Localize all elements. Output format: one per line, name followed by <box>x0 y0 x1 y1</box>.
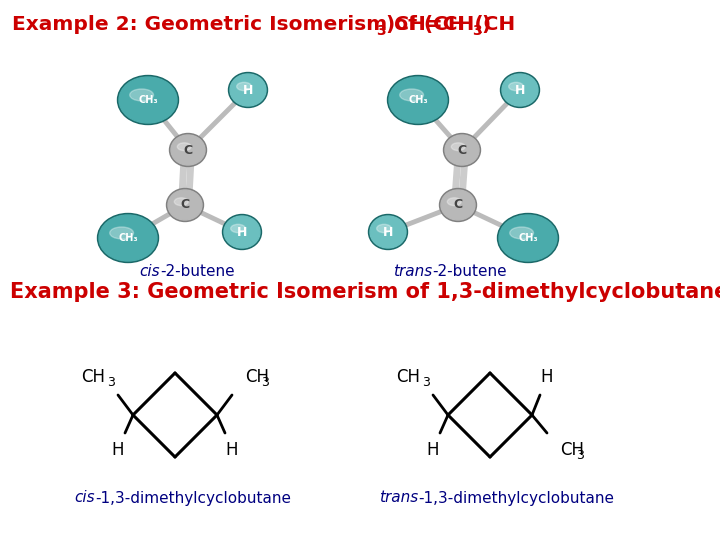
Text: CH₃: CH₃ <box>518 233 538 243</box>
Text: CH₃: CH₃ <box>118 233 138 243</box>
Text: CH₃: CH₃ <box>138 95 158 105</box>
Ellipse shape <box>97 213 158 262</box>
Text: H: H <box>237 226 247 239</box>
Ellipse shape <box>387 76 449 125</box>
Ellipse shape <box>99 215 157 261</box>
Text: trans: trans <box>392 264 432 279</box>
Ellipse shape <box>119 77 177 123</box>
Ellipse shape <box>109 227 133 239</box>
Ellipse shape <box>510 227 534 239</box>
Text: )CH=CH(CH: )CH=CH(CH <box>385 15 516 34</box>
Ellipse shape <box>444 133 480 166</box>
Ellipse shape <box>230 74 266 106</box>
Ellipse shape <box>439 188 477 221</box>
Ellipse shape <box>370 216 406 248</box>
Text: trans: trans <box>379 490 418 505</box>
Text: C: C <box>184 144 192 157</box>
Text: 3: 3 <box>376 24 386 38</box>
Ellipse shape <box>441 190 475 220</box>
Ellipse shape <box>174 198 188 206</box>
Text: -1,3-dimethylcyclobutane: -1,3-dimethylcyclobutane <box>418 490 614 505</box>
Text: H: H <box>515 84 525 97</box>
Text: H: H <box>243 84 253 97</box>
Ellipse shape <box>499 215 557 261</box>
Text: H: H <box>541 368 553 386</box>
Text: cis: cis <box>140 264 160 279</box>
Ellipse shape <box>168 190 202 220</box>
Text: cis: cis <box>74 490 95 505</box>
Ellipse shape <box>502 74 538 106</box>
Text: C: C <box>454 199 462 212</box>
Text: CH: CH <box>560 441 584 459</box>
Text: -2-butene: -2-butene <box>160 264 235 279</box>
Ellipse shape <box>222 214 261 249</box>
Text: Example 2: Geometric Isomerism of (CH: Example 2: Geometric Isomerism of (CH <box>12 15 464 34</box>
Ellipse shape <box>500 72 539 107</box>
Text: Example 3: Geometric Isomerism of 1,3-dimethylcyclobutane: Example 3: Geometric Isomerism of 1,3-di… <box>10 282 720 302</box>
Text: CH: CH <box>245 368 269 386</box>
Text: 3: 3 <box>422 375 430 389</box>
Text: H: H <box>112 441 125 459</box>
Text: -2-butene: -2-butene <box>432 264 507 279</box>
Text: C: C <box>457 144 467 157</box>
Ellipse shape <box>447 198 462 206</box>
Text: CH₃: CH₃ <box>408 95 428 105</box>
Text: CH: CH <box>81 368 105 386</box>
Ellipse shape <box>177 143 192 151</box>
Text: 3: 3 <box>107 375 115 389</box>
Ellipse shape <box>389 77 447 123</box>
Ellipse shape <box>508 82 523 91</box>
Text: H: H <box>226 441 238 459</box>
Text: H: H <box>427 441 439 459</box>
Text: C: C <box>181 199 189 212</box>
Ellipse shape <box>369 214 408 249</box>
Ellipse shape <box>171 135 205 165</box>
Ellipse shape <box>224 216 260 248</box>
Text: -1,3-dimethylcyclobutane: -1,3-dimethylcyclobutane <box>95 490 291 505</box>
Ellipse shape <box>228 72 268 107</box>
Text: CH: CH <box>396 368 420 386</box>
Text: 3: 3 <box>472 24 482 38</box>
Ellipse shape <box>400 89 423 101</box>
Text: 3: 3 <box>577 449 585 462</box>
Text: ): ) <box>481 15 490 34</box>
Ellipse shape <box>117 76 179 125</box>
Ellipse shape <box>498 213 559 262</box>
Ellipse shape <box>451 143 465 151</box>
Ellipse shape <box>377 224 392 233</box>
Text: 3: 3 <box>261 375 269 389</box>
Ellipse shape <box>445 135 479 165</box>
Ellipse shape <box>237 82 251 91</box>
Ellipse shape <box>166 188 204 221</box>
Text: H: H <box>383 226 393 239</box>
Ellipse shape <box>130 89 153 101</box>
Ellipse shape <box>230 224 246 233</box>
Ellipse shape <box>169 133 207 166</box>
